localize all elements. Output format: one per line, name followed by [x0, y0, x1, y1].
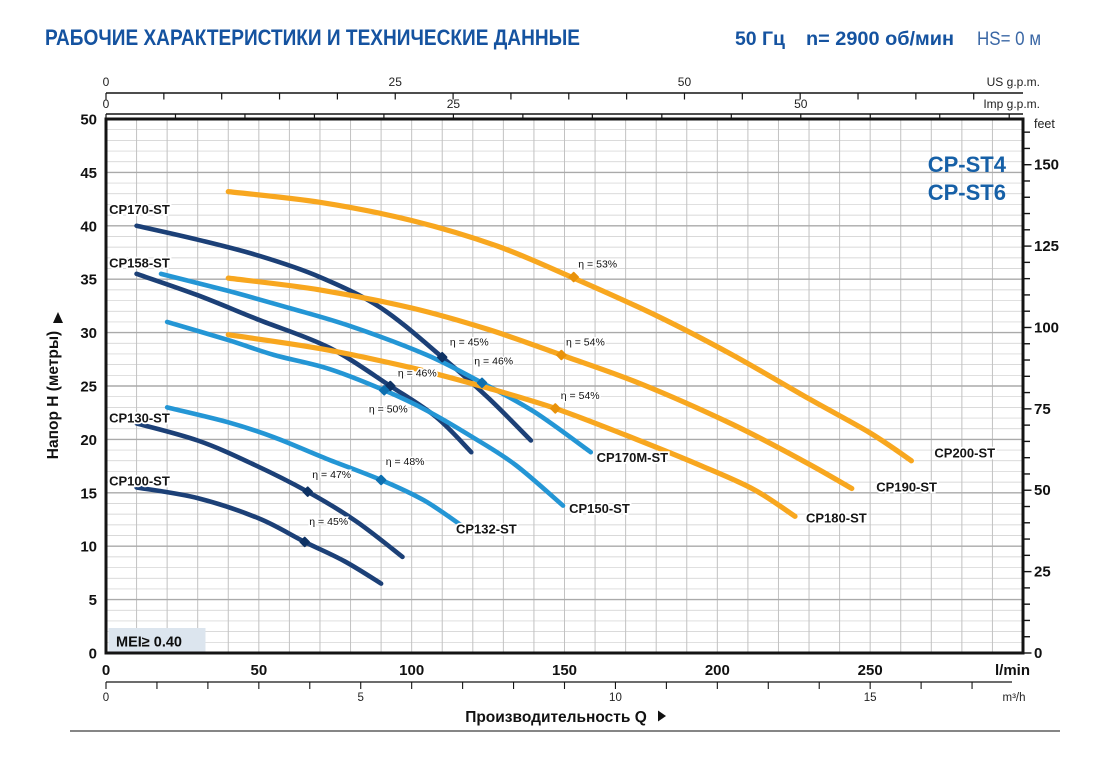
y-axis-m-tick-label: 35	[80, 272, 97, 289]
y-axis-m-tick-label: 5	[89, 592, 97, 609]
efficiency-label-cp150-st: η = 50%	[369, 404, 408, 416]
y-axis-m-tick-label: 10	[80, 539, 97, 556]
curve-name-label-cp100-st: CP100-ST	[109, 473, 170, 488]
efficiency-marker-cp170m-st	[476, 377, 488, 389]
us-gpm-axis-tick-label: 25	[389, 75, 403, 89]
chart-grid	[106, 119, 1023, 653]
efficiency-marker-cp132-st	[375, 474, 387, 486]
y-axis-m-tick-label: 30	[80, 325, 97, 342]
feet-axis-tick-label: 25	[1034, 564, 1051, 581]
curve-name-label-cp170m-st: CP170M-ST	[597, 450, 669, 465]
curve-name-label-cp158-st: CP158-ST	[109, 256, 170, 271]
y-axis-title: Напор H (метры)	[45, 331, 62, 459]
pump-curve-cp170m-st	[158, 271, 594, 455]
curve-name-label-cp180-st: CP180-ST	[806, 511, 867, 526]
m3h-tick-label: 10	[609, 692, 622, 704]
us-gpm-unit-label: US g.p.m.	[987, 75, 1040, 89]
speed-label: n= 2900 об/мин	[806, 29, 954, 50]
m3h-tick-label: 5	[358, 692, 364, 704]
mei-badge: MEI≥ 0.40	[108, 628, 206, 653]
efficiency-marker-cp100-st	[299, 536, 310, 548]
pump-curve-cp100-st	[134, 485, 384, 586]
m3h-tick-label: 15	[864, 692, 877, 704]
efficiency-label-cp170-st: η = 45%	[450, 336, 489, 348]
curve-name-label-cp190-st: CP190-ST	[876, 480, 937, 495]
y-axis-m-tick-label: 0	[89, 646, 97, 663]
pump-family-labels: CP-ST4 CP-ST6	[928, 152, 1007, 205]
imp-gpm-unit-label: Imp g.p.m.	[983, 97, 1040, 111]
page-title: РАБОЧИЕ ХАРАКТЕРИСТИКИ И ТЕХНИЧЕСКИЕ ДАН…	[45, 25, 580, 50]
efficiency-marker-cp190-st	[556, 349, 567, 361]
lmin-tick-label: 0	[102, 662, 110, 679]
curve-name-label-cp130-st: CP130-ST	[109, 410, 170, 425]
feet-axis-tick-label: 0	[1034, 645, 1042, 662]
efficiency-marker-cp200-st	[568, 271, 579, 283]
x-axis-arrow-icon	[658, 710, 666, 722]
efficiency-marker-cp180-st	[550, 403, 561, 414]
m3h-tick-label: 0	[103, 692, 109, 704]
efficiency-label-cp190-st: η = 54%	[566, 336, 605, 348]
curve-name-label-cp200-st: CP200-ST	[934, 446, 995, 461]
feet-unit-label: feet	[1034, 117, 1055, 131]
lmin-unit-label: l/min	[995, 662, 1030, 679]
efficiency-label-cp100-st: η = 45%	[309, 516, 348, 528]
y-axis-m-tick-label: 50	[80, 112, 97, 129]
curve-name-label-cp150-st: CP150-ST	[569, 501, 630, 516]
efficiency-label-cp130-st: η = 47%	[312, 469, 351, 481]
feet-axis-tick-label: 100	[1034, 319, 1059, 336]
feet-axis-tick-label: 125	[1034, 238, 1059, 255]
curve-name-label-cp170-st: CP170-ST	[109, 202, 170, 217]
curve-name-label-cp132-st: CP132-ST	[456, 521, 517, 536]
chart-frame	[104, 117, 1025, 655]
mei-badge-text: MEI≥ 0.40	[116, 635, 182, 651]
family-label-cpst4: CP-ST4	[928, 152, 1007, 177]
y-axis-m-tick-label: 40	[80, 218, 97, 235]
feet-axis-tick-label: 75	[1034, 401, 1051, 418]
pump-curve-cp170-st	[134, 223, 534, 443]
header: РАБОЧИЕ ХАРАКТЕРИСТИКИ И ТЕХНИЧЕСКИЕ ДАН…	[45, 25, 1041, 50]
m3h-unit-label: m³/h	[1003, 692, 1026, 704]
y-axis-m-tick-label: 25	[80, 379, 97, 396]
efficiency-marker-cp150-st	[378, 385, 390, 396]
y-axis-title-group: Напор H (метры)	[45, 312, 63, 459]
mei-badge-background	[108, 628, 206, 653]
efficiency-label-cp158-st: η = 46%	[398, 367, 437, 379]
lmin-tick-label: 50	[250, 662, 267, 679]
y-axis-arrow-icon	[53, 312, 63, 323]
y-axis-m-tick-label: 20	[80, 432, 97, 449]
feet-axis-tick-label: 50	[1034, 482, 1051, 499]
efficiency-label-cp170m-st: η = 46%	[474, 356, 513, 368]
pump-curve-cp130-st	[134, 421, 405, 560]
efficiency-marker-cp130-st	[302, 486, 313, 497]
efficiency-label-cp132-st: η = 48%	[386, 456, 425, 468]
y-axis-m-tick-label: 15	[80, 485, 97, 502]
pump-curve-cp200-st	[225, 189, 914, 464]
us-gpm-axis-tick-label: 50	[678, 75, 692, 89]
lmin-tick-label: 150	[552, 662, 577, 679]
y-axis-m-tick-label: 45	[80, 165, 97, 182]
efficiency-label-cp200-st: η = 53%	[578, 259, 617, 271]
frequency-label: 50 Гц	[735, 29, 785, 50]
family-label-cpst6: CP-ST6	[928, 180, 1006, 205]
x-axis-title: Производительность Q	[465, 709, 647, 726]
feet-axis-tick-label: 150	[1034, 157, 1059, 174]
efficiency-marker-cp170-st	[436, 351, 448, 363]
lmin-tick-label: 200	[705, 662, 730, 679]
pump-curve-cp132-st	[164, 405, 463, 528]
imp-gpm-axis-tick-label: 25	[447, 97, 461, 111]
efficiency-label-cp180-st: η = 54%	[561, 390, 600, 402]
suction-head-label: HS= 0 м	[977, 29, 1041, 50]
lmin-tick-label: 250	[858, 662, 883, 679]
lmin-tick-label: 100	[399, 662, 424, 679]
x-axis-title-group: Производительность Q	[465, 709, 666, 726]
curve-annotations: η = 45% CP100-ST η = 47% CP130-ST η = 46% CP1…	[107, 200, 997, 548]
imp-gpm-axis-tick-label: 50	[794, 97, 808, 111]
imp-gpm-axis-tick-label: 0	[103, 97, 110, 111]
us-gpm-axis-tick-label: 0	[103, 75, 110, 89]
axis-unit-labels: US g.p.m. Imp g.p.m. feet l/min m³/h	[983, 75, 1055, 704]
plot-border	[104, 117, 1025, 655]
